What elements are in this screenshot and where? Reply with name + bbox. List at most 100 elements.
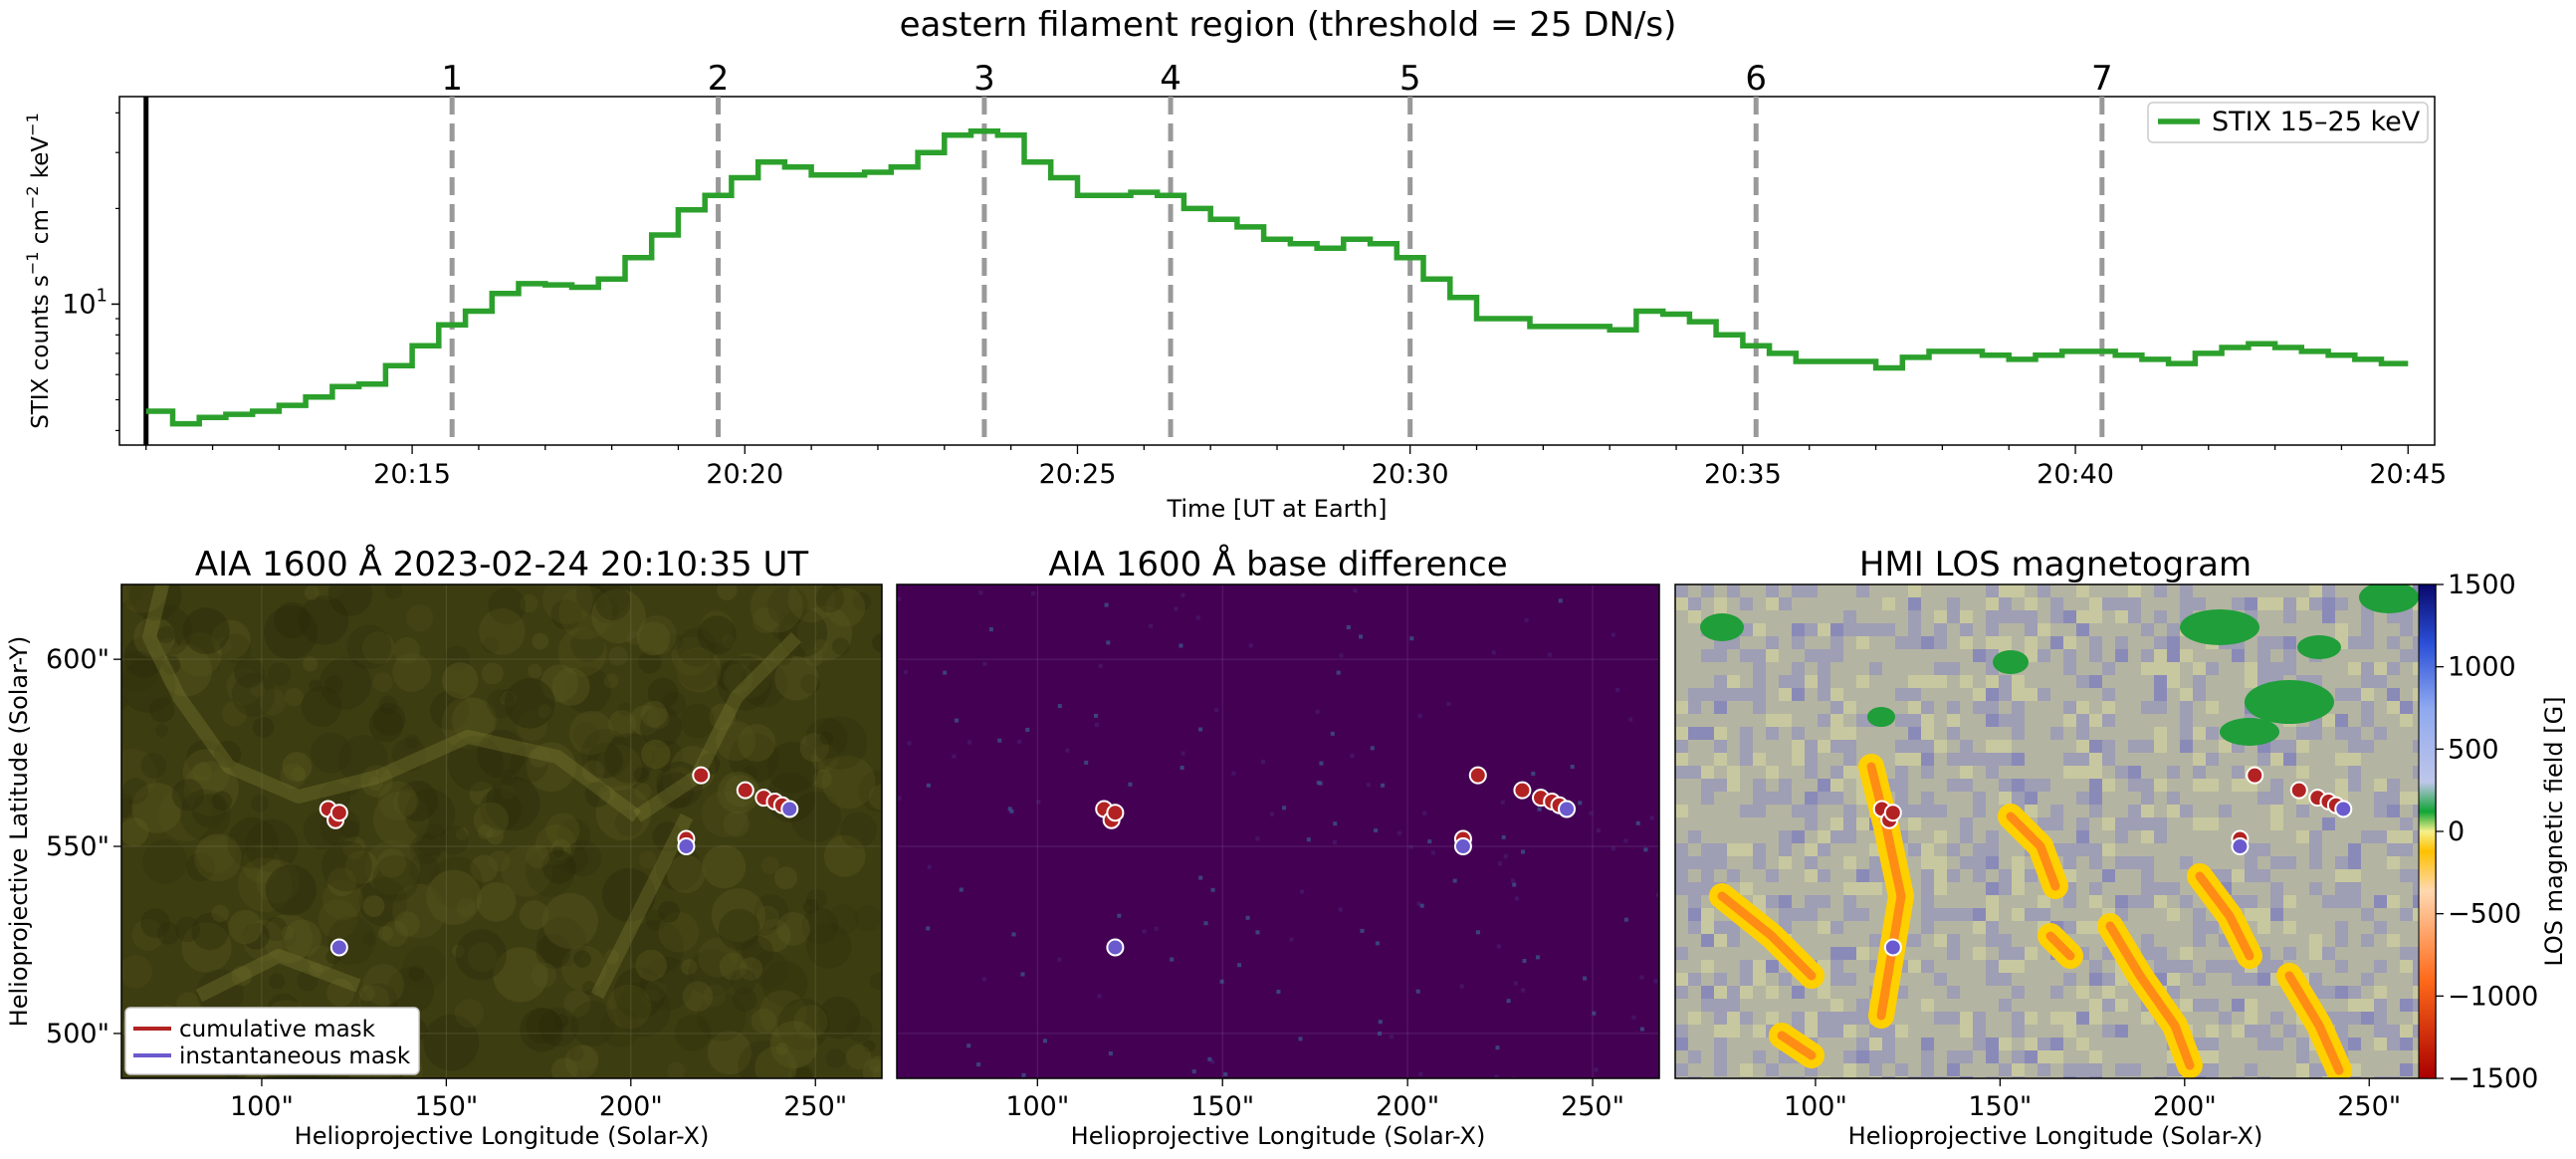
- hmi-pixel: [2387, 934, 2400, 947]
- aia-texture-blob: [264, 605, 319, 660]
- hmi-pixel: [2063, 1012, 2076, 1025]
- aia-texture-blob: [854, 904, 882, 932]
- hmi-pixel: [1675, 766, 1688, 779]
- hmi-pixel: [1999, 753, 2012, 766]
- aia-texture-blob: [322, 840, 372, 892]
- aia-texture-blob: [862, 1040, 876, 1052]
- aia-texture-blob: [697, 992, 747, 1042]
- aia-texture-blob: [191, 912, 229, 951]
- hmi-pixel: [1740, 753, 1753, 766]
- aia-texture-blob: [372, 672, 393, 693]
- hmi-pixel: [1921, 714, 1934, 727]
- diff-texture-pixel: [1389, 1035, 1394, 1040]
- aia-texture-blob: [826, 587, 866, 627]
- aia-texture-blob: [700, 610, 734, 644]
- hmi-pixel: [2232, 973, 2245, 986]
- hmi-pixel: [1999, 947, 2012, 960]
- hmi-pixel: [1986, 675, 1999, 688]
- hmi-pixel: [2387, 610, 2400, 623]
- hmi-pixel: [2387, 805, 2400, 817]
- hmi-pixel: [1947, 1063, 1960, 1076]
- hmi-pixel: [1856, 1050, 1869, 1063]
- diff-texture-pixel: [1020, 972, 1025, 977]
- event-label-6: 6: [1745, 59, 1767, 99]
- colorbar-tick-label: 1500: [2448, 570, 2516, 600]
- aia-texture-blob: [207, 659, 221, 672]
- hmi-pixel: [2089, 636, 2102, 649]
- aia-texture-blob: [755, 905, 779, 930]
- hmi-positive-patch: [2297, 635, 2341, 659]
- hmi-pixel: [2076, 817, 2089, 830]
- hmi-pixel: [1921, 1050, 1934, 1063]
- hmi-pixel: [2102, 999, 2115, 1012]
- hmi-pixel: [1960, 1025, 1973, 1038]
- diff-texture-pixel: [1198, 727, 1203, 732]
- aia-texture-blob: [564, 1044, 598, 1078]
- hmi-pixel: [2270, 817, 2283, 830]
- hmi-pixel: [1688, 908, 1701, 921]
- hmi-pixel: [2193, 597, 2206, 610]
- hmi-pixel: [1947, 1012, 1960, 1025]
- hmi-pixel: [1675, 805, 1688, 817]
- diff-texture-pixel: [1594, 1067, 1599, 1072]
- aia-texture-blob: [813, 638, 828, 653]
- aia-texture-blob: [726, 653, 772, 699]
- hmi-pixel: [1960, 636, 1973, 649]
- hmi-pixel: [2361, 934, 2374, 947]
- x-tick-label: 250": [783, 1091, 847, 1122]
- aia-texture-blob: [526, 844, 549, 868]
- hmi-pixel: [1921, 1038, 1934, 1050]
- aia-texture-blob: [582, 981, 596, 996]
- aia-texture-blob: [717, 584, 738, 600]
- hmi-pixel: [1921, 1076, 1934, 1078]
- diff-texture-pixel: [1459, 984, 1464, 989]
- hmi-pixel: [2167, 649, 2180, 662]
- hmi-pixel: [1960, 675, 1973, 688]
- hmi-pixel: [2012, 792, 2025, 805]
- aia-1600-image: [121, 584, 882, 1078]
- hmi-pixel: [1714, 779, 1727, 792]
- hmi-pixel: [2245, 662, 2257, 675]
- hmi-pixel: [1908, 843, 1921, 856]
- hmi-pixel: [2012, 701, 2025, 714]
- hmi-pixel: [2076, 830, 2089, 843]
- aia-texture-blob: [500, 769, 518, 787]
- hmi-pixel: [2167, 973, 2180, 986]
- hmi-pixel: [2102, 869, 2115, 882]
- hmi-pixel: [2400, 714, 2413, 727]
- aia-texture-blob: [846, 1044, 872, 1070]
- hmi-pixel: [1973, 843, 1986, 856]
- hmi-negative-core: [2045, 931, 2075, 961]
- aia-texture-blob: [340, 819, 359, 838]
- hmi-pixel: [1818, 688, 1830, 701]
- hmi-pixel: [2012, 1076, 2025, 1078]
- hmi-pixel: [1960, 1050, 1973, 1063]
- diff-texture-pixel: [1417, 713, 1422, 718]
- event-label-4: 4: [1160, 59, 1181, 99]
- hmi-pixel: [2180, 688, 2193, 701]
- hmi-pixel: [2012, 1012, 2025, 1025]
- hmi-pixel: [2387, 792, 2400, 805]
- hmi-pixel: [2063, 869, 2076, 882]
- hmi-pixel: [2012, 610, 2025, 623]
- aia-texture-blob: [346, 624, 392, 670]
- hmi-pixel: [2257, 597, 2270, 610]
- hmi-pixel: [2374, 1038, 2387, 1050]
- hmi-pixel: [2012, 908, 2025, 921]
- hmi-negative-core: [2006, 811, 2060, 891]
- hmi-pixel: [1908, 597, 1921, 610]
- diff-texture-pixel: [1336, 670, 1341, 675]
- hmi-pixel: [1934, 740, 1947, 753]
- hmi-pixel: [2374, 1025, 2387, 1038]
- diff-texture-pixel: [1219, 979, 1224, 984]
- aia-texture-blob: [291, 767, 307, 782]
- aia-texture-blob: [676, 649, 718, 690]
- aia-texture-blob: [656, 761, 703, 809]
- hmi-pixel: [1934, 934, 1947, 947]
- hmi-pixel: [1934, 805, 1947, 817]
- aia-texture-blob: [250, 682, 266, 697]
- hmi-pixel: [2296, 766, 2309, 779]
- aia-texture-blob: [682, 981, 714, 1012]
- aia-texture-blob: [572, 1044, 599, 1071]
- hmi-pixel: [2012, 882, 2025, 895]
